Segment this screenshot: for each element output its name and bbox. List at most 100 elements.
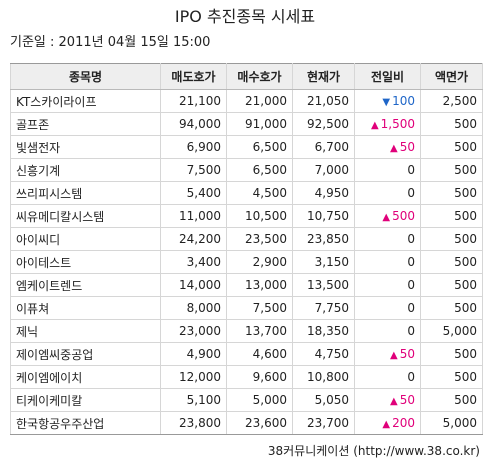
current-price-cell: 7,750: [292, 296, 355, 320]
ask-price-cell: 14,000: [160, 273, 227, 297]
base-date: 기준일 : 2011년 04월 15일 15:00: [10, 35, 211, 50]
change-cell: ▲ 1,500: [354, 112, 421, 136]
current-price-cell: 13,500: [292, 273, 355, 297]
ask-price-cell: 23,800: [160, 411, 227, 435]
table-row: 제닉 23,000 13,700 18,350 0 5,000: [10, 319, 483, 343]
change-value: 0: [407, 186, 415, 200]
par-value-cell: 500: [420, 250, 483, 274]
par-value-cell: 5,000: [420, 411, 483, 435]
par-value-cell: 500: [420, 135, 483, 159]
change-cell: ▲ 50: [354, 342, 421, 366]
table-row: 아이씨디 24,200 23,500 23,850 0 500: [10, 227, 483, 251]
change-value: 0: [407, 301, 415, 315]
stock-name-cell: 케이엠에이치: [10, 365, 161, 389]
bid-price-cell: 9,600: [226, 365, 293, 389]
triangle-up-icon: ▲: [390, 396, 398, 407]
par-value-cell: 500: [420, 227, 483, 251]
change-cell: 0: [354, 296, 421, 320]
bid-price-cell: 6,500: [226, 158, 293, 182]
page-title: IPO 추진종목 시세표: [174, 7, 316, 26]
triangle-up-icon: ▲: [382, 212, 391, 223]
ask-price-cell: 5,100: [160, 388, 227, 412]
triangle-up-icon: ▲: [390, 350, 398, 361]
current-price-cell: 10,750: [292, 204, 355, 228]
par-value-cell: 500: [420, 296, 483, 320]
par-value-cell: 500: [420, 388, 483, 412]
table-row: 엠케이트렌드 14,000 13,000 13,500 0 500: [10, 273, 483, 297]
change-value: 0: [407, 278, 415, 292]
stock-name-cell: 쓰리피시스템: [10, 181, 161, 205]
current-price-cell: 18,350: [292, 319, 355, 343]
stock-name-cell: 한국항공우주산업: [10, 411, 161, 435]
ask-price-cell: 3,400: [160, 250, 227, 274]
ask-price-cell: 23,000: [160, 319, 227, 343]
stock-name-cell: 제이엠씨중공업: [10, 342, 161, 366]
bid-price-cell: 10,500: [226, 204, 293, 228]
bid-price-cell: 23,600: [226, 411, 293, 435]
stock-name-cell: 티케이케미칼: [10, 388, 161, 412]
ask-price-cell: 11,000: [160, 204, 227, 228]
ask-price-cell: 4,900: [160, 342, 227, 366]
table-row: 이퓨쳐 8,000 7,500 7,750 0 500: [10, 296, 483, 320]
ask-price-cell: 5,400: [160, 181, 227, 205]
bid-price-cell: 6,500: [226, 135, 293, 159]
current-price-cell: 21,050: [292, 89, 355, 113]
column-header-ask: 매도호가: [160, 63, 227, 90]
stock-name-cell: 제닉: [10, 319, 161, 343]
table-row: 제이엠씨중공업 4,900 4,600 4,750 ▲ 50 500: [10, 342, 483, 366]
change-cell: ▲ 50: [354, 135, 421, 159]
table-row: 쓰리피시스템 5,400 4,500 4,950 0 500: [10, 181, 483, 205]
change-cell: 0: [354, 158, 421, 182]
change-value: 200: [392, 416, 415, 430]
stock-name-cell: 아이테스트: [10, 250, 161, 274]
current-price-cell: 3,150: [292, 250, 355, 274]
change-cell: 0: [354, 319, 421, 343]
par-value-cell: 500: [420, 112, 483, 136]
ask-price-cell: 12,000: [160, 365, 227, 389]
change-cell: ▲ 200: [354, 411, 421, 435]
column-header-change: 전일비: [354, 63, 421, 90]
table-row: 신흥기계 7,500 6,500 7,000 0 500: [10, 158, 483, 182]
stock-name-cell: KT스카이라이프: [10, 89, 161, 113]
bid-price-cell: 91,000: [226, 112, 293, 136]
bid-price-cell: 4,600: [226, 342, 293, 366]
par-value-cell: 500: [420, 342, 483, 366]
ask-price-cell: 6,900: [160, 135, 227, 159]
table-row: 티케이케미칼 5,100 5,000 5,050 ▲ 50 500: [10, 388, 483, 412]
column-header-bid: 매수호가: [226, 63, 293, 90]
current-price-cell: 10,800: [292, 365, 355, 389]
stock-name-cell: 이퓨쳐: [10, 296, 161, 320]
par-value-cell: 500: [420, 158, 483, 182]
current-price-cell: 4,950: [292, 181, 355, 205]
column-header-par: 액면가: [420, 63, 483, 90]
change-value: 0: [407, 232, 415, 246]
current-price-cell: 23,700: [292, 411, 355, 435]
current-price-cell: 6,700: [292, 135, 355, 159]
change-cell: 0: [354, 273, 421, 297]
change-cell: 0: [354, 227, 421, 251]
current-price-cell: 23,850: [292, 227, 355, 251]
change-cell: ▲ 500: [354, 204, 421, 228]
column-header-name: 종목명: [10, 63, 161, 90]
bid-price-cell: 2,900: [226, 250, 293, 274]
triangle-up-icon: ▲: [390, 143, 398, 154]
triangle-up-icon: ▲: [370, 120, 379, 131]
source-credit: 38커뮤니케이션 (http://www.38.co.kr): [267, 444, 480, 458]
bid-price-cell: 13,000: [226, 273, 293, 297]
table-row: 빛샘전자 6,900 6,500 6,700 ▲ 50 500: [10, 135, 483, 159]
current-price-cell: 7,000: [292, 158, 355, 182]
table-body: KT스카이라이프 21,100 21,000 21,050 ▼ 100 2,500 골프존 94…: [10, 89, 483, 435]
stock-name-cell: 신흥기계: [10, 158, 161, 182]
table-row: 케이엠에이치 12,000 9,600 10,800 0 500: [10, 365, 483, 389]
change-cell: ▲ 50: [354, 388, 421, 412]
change-cell: ▼ 100: [354, 89, 421, 113]
table-row: 씨유메디칼시스템 11,000 10,500 10,750 ▲ 500 500: [10, 204, 483, 228]
par-value-cell: 500: [420, 365, 483, 389]
stock-name-cell: 씨유메디칼시스템: [10, 204, 161, 228]
bid-price-cell: 7,500: [226, 296, 293, 320]
change-value: 0: [407, 370, 415, 384]
current-price-cell: 92,500: [292, 112, 355, 136]
stock-name-cell: 골프존: [10, 112, 161, 136]
par-value-cell: 500: [420, 204, 483, 228]
bid-price-cell: 5,000: [226, 388, 293, 412]
